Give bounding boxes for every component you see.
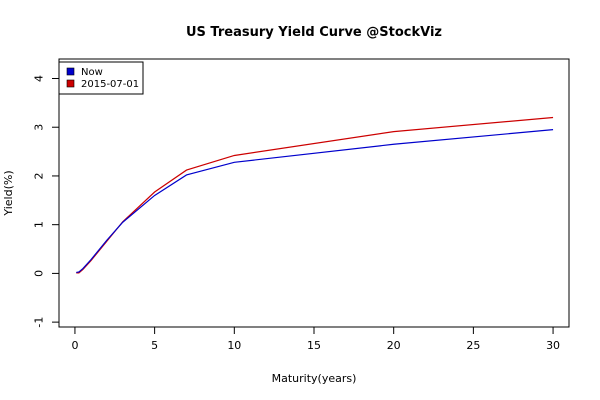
legend-box xyxy=(58,61,144,95)
plot-frame xyxy=(58,58,570,328)
legend-swatch-2015-07-01 xyxy=(66,79,75,88)
y-tick-label: 3 xyxy=(33,124,46,131)
y-tick-label: 0 xyxy=(33,270,46,277)
x-tick-label: 20 xyxy=(387,339,401,352)
series-layer xyxy=(76,116,554,274)
series-line-2015-07-01 xyxy=(76,116,554,274)
y-tick-label: -1 xyxy=(33,317,46,328)
legend-swatch-now xyxy=(66,67,75,76)
legend-label-now: Now xyxy=(81,67,103,78)
x-tick-label: 10 xyxy=(227,339,241,352)
y-tick-label: 1 xyxy=(33,221,46,228)
y-tick-label: 2 xyxy=(33,172,46,179)
y-tick-label: 4 xyxy=(33,75,46,82)
series-line-now xyxy=(76,129,554,274)
y-axis: -1 0 1 2 3 4 xyxy=(33,75,60,328)
x-tick-label: 5 xyxy=(151,339,158,352)
legend-label-2015-07-01: 2015-07-01 xyxy=(81,79,139,90)
x-tick-label: 30 xyxy=(546,339,560,352)
x-axis: 0 5 10 15 20 25 30 xyxy=(71,326,560,352)
x-tick-label: 15 xyxy=(307,339,321,352)
chart-title: US Treasury Yield Curve @StockViz xyxy=(186,25,442,40)
legend: Now 2015-07-01 xyxy=(58,61,144,95)
y-axis-label: Yield(%) xyxy=(2,170,15,216)
x-tick-label: 0 xyxy=(71,339,78,352)
x-axis-label: Maturity(years) xyxy=(272,372,357,385)
x-tick-label: 25 xyxy=(466,339,480,352)
